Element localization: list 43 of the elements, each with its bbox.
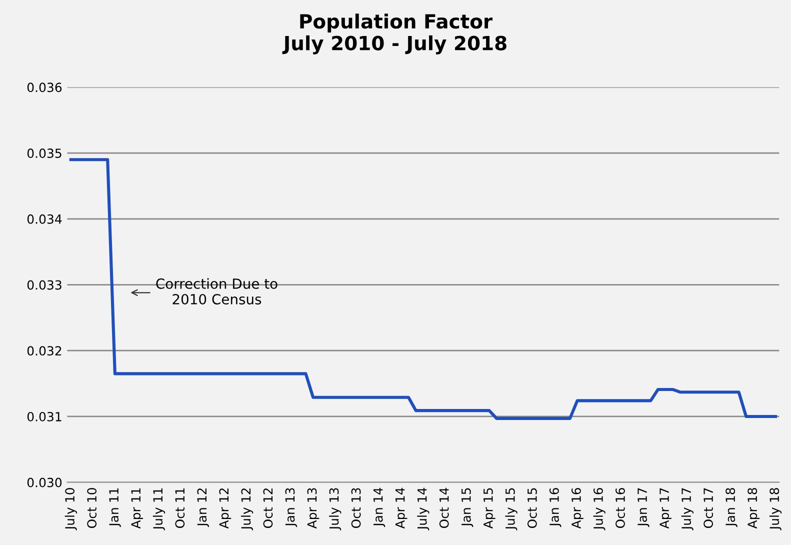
x-tick-label: Apr 14	[396, 488, 408, 529]
x-tick-label: Jan 17	[638, 488, 650, 527]
x-tick-label: Oct 14	[439, 488, 449, 528]
x-tick-label: Apr 12	[219, 488, 232, 529]
x-tick-label: Jan 15	[462, 488, 474, 527]
x-tick-label: Apr 18	[748, 488, 760, 529]
x-tick-label: July 14	[417, 488, 430, 530]
x-tick-label: July 18	[769, 488, 782, 530]
y-tick-label: 0.030	[27, 478, 62, 488]
x-tick-label: July 10	[64, 488, 77, 530]
x-tick-label: Oct 12	[263, 488, 273, 528]
x-tick-label: Apr 16	[571, 488, 584, 529]
y-tick-label: 0.032	[27, 346, 62, 356]
x-tick-label: July 17	[681, 488, 694, 530]
x-tick-label: Apr 17	[660, 488, 672, 529]
y-tick-label: 0.034	[27, 214, 62, 224]
x-tick-label: Jan 18	[726, 488, 738, 527]
x-tick-label: Oct 17	[704, 488, 714, 528]
chart-title: Population Factor July 2010 - July 2018	[282, 14, 506, 54]
x-tick-label: Oct 10	[87, 488, 97, 528]
x-tick-label: Jan 12	[197, 488, 209, 527]
y-tick-label: 0.036	[27, 82, 62, 92]
x-tick-label: Apr 15	[484, 488, 496, 529]
x-tick-label: Oct 15	[527, 488, 537, 528]
x-tick-label: July 11	[152, 488, 166, 530]
x-tick-label: Jan 16	[549, 488, 562, 527]
y-tick-label: 0.031	[27, 412, 62, 422]
x-tick-label: Jan 11	[109, 488, 121, 527]
x-tick-label: July 15	[505, 488, 518, 530]
line-series	[69, 158, 777, 420]
x-tick-label: Oct 11	[175, 488, 185, 528]
x-tick-label: July 13	[329, 488, 342, 530]
x-tick-label: Apr 11	[131, 488, 144, 529]
y-tick-label: 0.033	[27, 280, 62, 290]
x-tick-label: Jan 14	[373, 488, 386, 527]
x-tick-label: Oct 13	[351, 488, 361, 528]
x-tick-label: Jan 13	[285, 488, 298, 527]
x-tick-label: July 12	[240, 488, 254, 530]
y-tick-label: 0.035	[27, 148, 62, 158]
annotation: Correction Due to 2010 Census	[156, 278, 278, 304]
x-tick-label: Oct 16	[616, 488, 625, 528]
x-tick-label: July 16	[593, 488, 606, 530]
x-tick-label: Apr 13	[307, 488, 320, 529]
